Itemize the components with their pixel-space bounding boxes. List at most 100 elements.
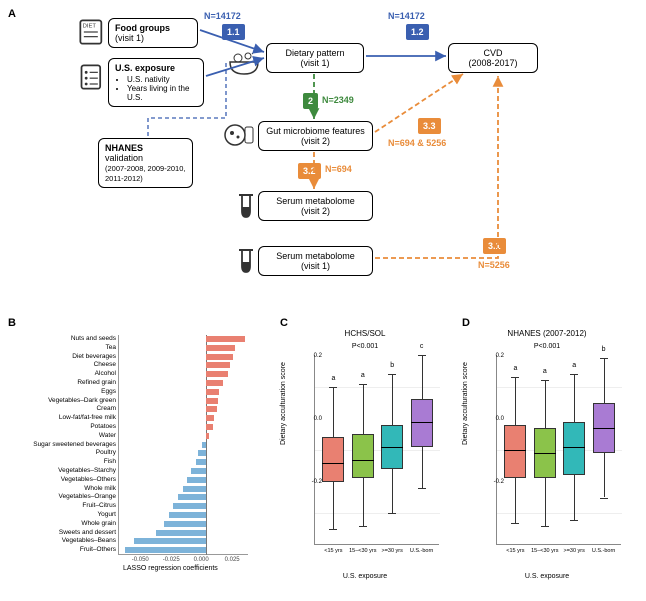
xlabel-b: LASSO regression coefficients — [123, 565, 218, 572]
bar — [206, 371, 228, 377]
panel-c-label: C — [280, 317, 288, 329]
bar — [178, 494, 205, 500]
bar — [206, 406, 217, 412]
x-tick-label: <15 yrs — [500, 548, 530, 554]
panel-d-boxplot: D NHANES (2007-2012) P<0.001 Dietary acc… — [462, 325, 632, 580]
bar-label: Diet beverages — [72, 353, 116, 360]
sig-letter: b — [377, 362, 407, 369]
median-line — [504, 450, 526, 451]
box — [352, 434, 374, 478]
box — [322, 437, 344, 481]
x-tick-label: >=30 yrs — [377, 548, 407, 554]
bar — [196, 459, 206, 465]
sig-letter: a — [559, 362, 589, 369]
bar — [198, 450, 205, 456]
boxarea-c: a<15 yrsa15–<30 yrsb>=30 yrscU.S.-born — [314, 355, 439, 545]
barchart-area: Nuts and seedsTeaDiet beveragesCheeseAlc… — [118, 335, 248, 555]
bar-label: Tea — [106, 344, 116, 351]
x-tick-label: U.S.-born — [589, 548, 619, 554]
bar-label: Vegetables–Beans — [62, 537, 116, 544]
bar — [202, 442, 206, 448]
bar-label: Yogurt — [97, 511, 116, 518]
bar — [206, 354, 233, 360]
title-c: HCHS/SOL — [280, 329, 450, 338]
bar-label: Nuts and seeds — [71, 335, 116, 342]
bar — [206, 389, 220, 395]
bar-label: Sugar sweetened beverages — [33, 441, 116, 448]
median-line — [381, 447, 403, 448]
bar — [206, 415, 215, 421]
bar — [206, 345, 236, 351]
title-d: NHANES (2007-2012) — [462, 329, 632, 338]
median-line — [411, 422, 433, 423]
y-tick: -0.2 — [494, 479, 504, 485]
sig-letter: a — [530, 368, 560, 375]
panel-a-flowchart: A DIET Food groups (visit 1) U.S. exposu… — [8, 8, 638, 308]
box — [411, 399, 433, 447]
box — [504, 425, 526, 479]
bar — [173, 503, 205, 509]
ylab-d: Dietary acculturation score — [462, 362, 469, 445]
bar — [169, 512, 206, 518]
bar-label: Vegetables–Starchy — [58, 467, 116, 474]
x-tick: -0.050 — [132, 557, 149, 563]
y-tick: 0.2 — [496, 353, 504, 359]
bar-label: Water — [99, 432, 116, 439]
bar-label: Vegetables–Dark green — [48, 397, 116, 404]
bar — [156, 530, 206, 536]
bar — [164, 521, 206, 527]
median-line — [593, 428, 615, 429]
bar-label: Whole grain — [81, 520, 116, 527]
bar-label: Whole milk — [84, 485, 116, 492]
panel-b-barchart: B Nuts and seedsTeaDiet beveragesCheeseA… — [8, 325, 253, 580]
x-tick-label: 15–<30 yrs — [348, 548, 378, 554]
y-tick: 0.0 — [314, 416, 322, 422]
x-tick-label: 15–<30 yrs — [530, 548, 560, 554]
x-tick-label: U.S.-born — [407, 548, 437, 554]
panel-b-label: B — [8, 317, 16, 329]
y-tick: 0.2 — [314, 353, 322, 359]
sig-letter: c — [407, 343, 437, 350]
bar — [134, 538, 206, 544]
bar — [206, 433, 210, 439]
bar-label: Cheese — [94, 361, 116, 368]
median-line — [352, 460, 374, 461]
panel-c-boxplot: C HCHS/SOL P<0.001 Dietary acculturation… — [280, 325, 450, 580]
bar-label: Eggs — [101, 388, 116, 395]
y-tick: 0.0 — [496, 416, 504, 422]
bar — [206, 424, 213, 430]
sig-letter: a — [318, 375, 348, 382]
panel-d-label: D — [462, 317, 470, 329]
bar-label: Low-fat/fat-free milk — [59, 414, 116, 421]
box — [563, 422, 585, 476]
x-tick-label: <15 yrs — [318, 548, 348, 554]
bar-label: Vegetables–Others — [61, 476, 116, 483]
bar — [206, 362, 231, 368]
bar-label: Fruit–Citrus — [82, 502, 116, 509]
median-line — [563, 447, 585, 448]
x-tick: 0.025 — [225, 557, 240, 563]
bar — [191, 468, 206, 474]
bar — [206, 380, 223, 386]
bar — [206, 398, 218, 404]
xlab-c: U.S. exposure — [280, 573, 450, 580]
x-tick: -0.025 — [163, 557, 180, 563]
bar-label: Fruit–Others — [80, 546, 116, 553]
bar-label: Fish — [104, 458, 116, 465]
bar — [125, 547, 205, 553]
bar-label: Sweets and dessert — [59, 529, 116, 536]
bar-label: Poultry — [96, 449, 116, 456]
bar — [187, 477, 206, 483]
sig-letter: a — [348, 372, 378, 379]
sig-letter: a — [500, 365, 530, 372]
arrows-svg — [8, 8, 638, 308]
bar — [206, 336, 246, 342]
median-line — [534, 453, 556, 454]
bar-label: Alcohol — [95, 370, 116, 377]
bar-label: Potatoes — [90, 423, 116, 430]
xlab-d: U.S. exposure — [462, 573, 632, 580]
bar-label: Cream — [96, 405, 116, 412]
median-line — [322, 463, 344, 464]
boxarea-d: a<15 yrsa15–<30 yrsa>=30 yrsbU.S.-born — [496, 355, 621, 545]
sig-letter: b — [589, 346, 619, 353]
